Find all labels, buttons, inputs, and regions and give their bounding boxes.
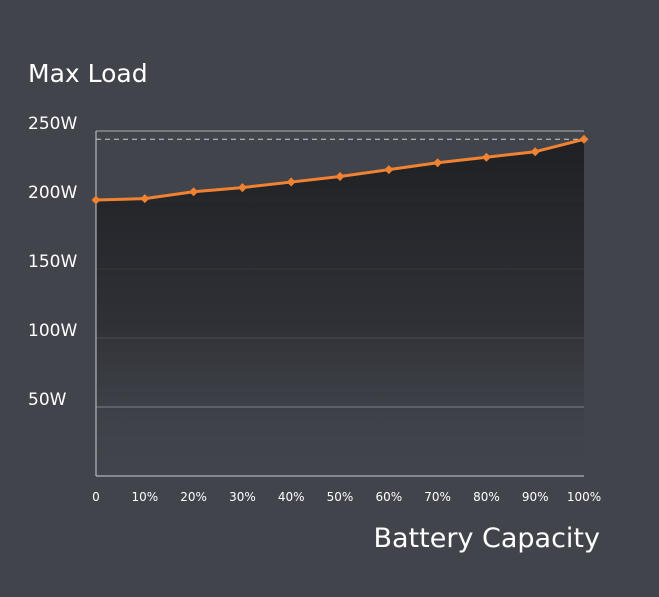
data-point: [140, 194, 150, 204]
x-tick-label: 50%: [327, 490, 354, 504]
y-tick-label: 200W: [28, 183, 77, 203]
y-tick-label: 150W: [28, 252, 77, 272]
x-tick-label: 60%: [375, 490, 402, 504]
x-axis-label: Battery Capacity: [373, 523, 600, 554]
data-point: [335, 172, 345, 182]
x-tick-label: 20%: [180, 490, 207, 504]
x-tick-label: 10%: [131, 490, 158, 504]
y-tick-label: 250W: [28, 114, 77, 134]
y-tick-label: 50W: [28, 390, 67, 410]
x-tick-label: 70%: [424, 490, 451, 504]
data-point: [189, 187, 199, 197]
y-axis-ticks: 250W 200W 150W 100W 50W: [28, 114, 77, 410]
x-tick-label: 100%: [567, 490, 601, 504]
data-point: [433, 158, 443, 168]
x-axis-ticks: 0 10% 20% 30% 40% 50% 60% 70% 80% 90% 100%: [92, 490, 601, 504]
chart-title: Max Load: [28, 59, 148, 88]
x-tick-label: 0: [92, 490, 100, 504]
data-point: [286, 177, 296, 187]
y-tick-label: 100W: [28, 321, 77, 341]
series-points: [91, 134, 589, 205]
x-tick-label: 80%: [473, 490, 500, 504]
data-point: [237, 183, 247, 193]
x-tick-label: 40%: [278, 490, 305, 504]
data-point: [481, 152, 491, 162]
x-tick-label: 30%: [229, 490, 256, 504]
data-point: [384, 165, 394, 175]
data-point: [579, 134, 589, 144]
area-fill: [96, 139, 584, 476]
data-point: [530, 147, 540, 157]
data-point: [91, 195, 101, 205]
x-tick-label: 90%: [522, 490, 549, 504]
